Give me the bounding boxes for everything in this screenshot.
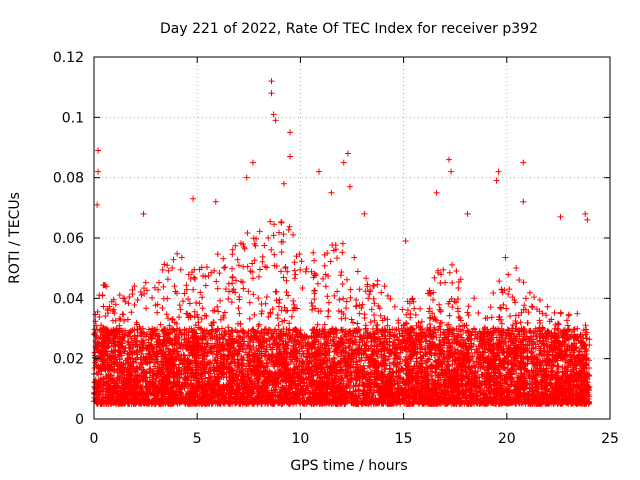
data-point (235, 333, 242, 340)
data-point (262, 325, 269, 332)
data-points (91, 78, 593, 407)
data-point (331, 355, 338, 362)
data-point (145, 326, 152, 333)
data-point (191, 357, 198, 364)
grid-lines (94, 57, 610, 419)
data-point (137, 330, 144, 337)
data-point (586, 393, 593, 400)
data-point (526, 328, 533, 335)
data-point (280, 358, 287, 365)
data-point (386, 353, 393, 360)
data-point (531, 329, 538, 336)
data-point (445, 348, 452, 355)
data-point (225, 341, 232, 348)
data-point (270, 340, 277, 347)
data-point (134, 332, 141, 339)
data-point (423, 337, 430, 344)
data-point (359, 338, 366, 345)
data-point (138, 350, 145, 357)
